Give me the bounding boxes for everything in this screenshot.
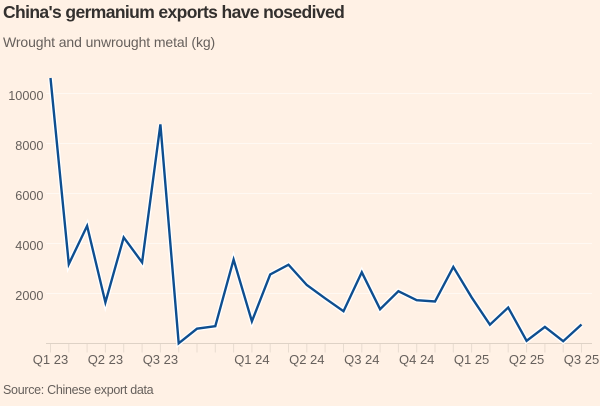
svg-text:Q1 23: Q1 23 [33, 352, 68, 367]
svg-text:8000: 8000 [15, 139, 43, 153]
svg-text:Q2 24: Q2 24 [289, 352, 324, 367]
svg-text:2000: 2000 [15, 289, 43, 303]
svg-text:Q4 24: Q4 24 [399, 352, 434, 367]
svg-text:Q2 25: Q2 25 [509, 352, 544, 367]
svg-text:6000: 6000 [15, 189, 43, 203]
svg-text:Q2 23: Q2 23 [88, 352, 123, 367]
svg-text:Q1 25: Q1 25 [454, 352, 489, 367]
svg-text:10000: 10000 [8, 89, 43, 103]
svg-text:Q1 24: Q1 24 [234, 352, 269, 367]
svg-text:Q3 25: Q3 25 [564, 352, 599, 367]
svg-text:4000: 4000 [15, 239, 43, 253]
svg-text:Q3 24: Q3 24 [344, 352, 379, 367]
svg-text:Q3 23: Q3 23 [143, 352, 178, 367]
